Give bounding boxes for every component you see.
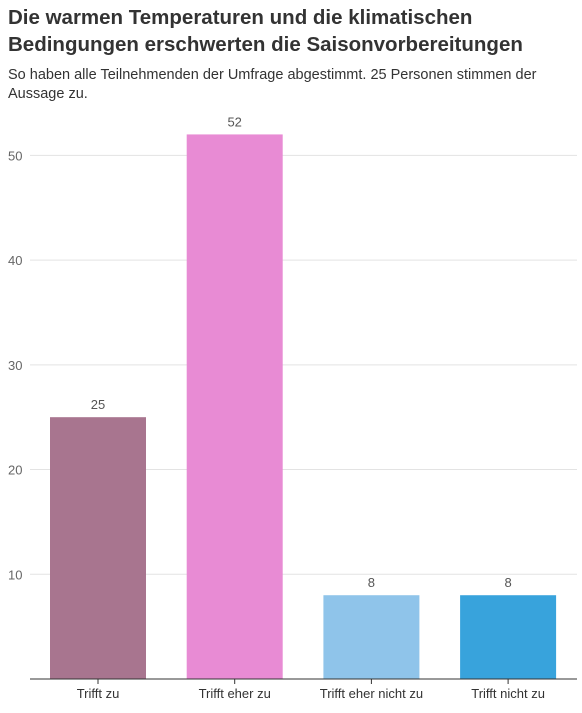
y-tick-label: 10 [8, 567, 22, 582]
x-tick-label: Trifft eher nicht zu [320, 686, 423, 701]
bar-value-label: 8 [368, 575, 375, 590]
bar [50, 417, 146, 679]
chart-title: Die warmen Temperaturen und die klimatis… [8, 6, 523, 56]
y-tick-label: 20 [8, 463, 22, 478]
chart-subtitle: So haben alle Teilnehmenden der Umfrage … [8, 67, 537, 102]
x-tick-label: Trifft eher zu [199, 686, 271, 701]
bar [460, 595, 557, 679]
y-tick-label: 40 [8, 253, 22, 268]
y-tick-label: 50 [8, 148, 22, 163]
x-tick-label: Trifft zu [77, 686, 120, 701]
data-labels: 25 52 8 8 [91, 114, 512, 590]
bars [50, 134, 557, 679]
bar-value-label: 25 [91, 397, 105, 412]
x-tick-label: Trifft nicht zu [471, 686, 545, 701]
x-axis-ticks: Trifft zu Trifft eher zu Trifft eher nicht… [77, 679, 545, 701]
y-tick-label: 30 [8, 358, 22, 373]
bar [323, 595, 420, 679]
bar-value-label: 8 [504, 575, 511, 590]
y-axis-ticks: 10 20 30 40 50 [8, 148, 22, 582]
bar [186, 134, 283, 679]
bar-value-label: 52 [227, 114, 241, 129]
